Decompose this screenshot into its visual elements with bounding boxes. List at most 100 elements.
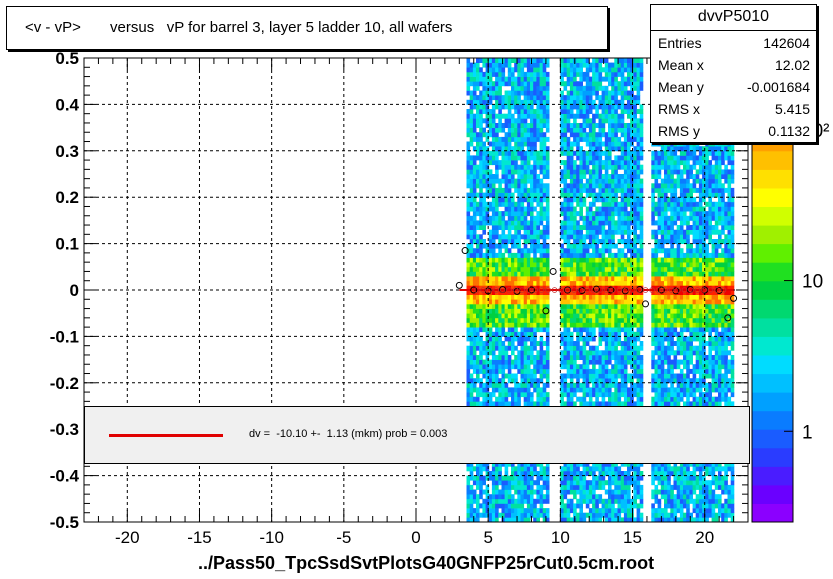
heatmap-cell [530, 368, 534, 374]
heatmap-cell [620, 373, 625, 379]
heatmap-cell [482, 197, 486, 203]
heatmap-cell [588, 392, 593, 398]
heatmap-cell [539, 271, 544, 277]
heatmap-cell [639, 368, 644, 374]
heatmap-cell [573, 225, 577, 230]
heatmap-cell [623, 201, 628, 207]
heatmap-cell [611, 498, 615, 504]
heatmap-cell [604, 480, 609, 486]
heatmap-cell [566, 169, 571, 175]
heatmap-cell [573, 62, 577, 68]
heatmap-cell [604, 201, 609, 207]
heatmap-cell [614, 76, 618, 82]
heatmap-cell [485, 512, 490, 518]
heatmap-cell [617, 373, 622, 379]
heatmap-cell [585, 118, 590, 124]
heatmap-cell [533, 229, 537, 235]
heatmap-cell [560, 211, 564, 217]
heatmap-cell [614, 164, 618, 170]
heatmap-cell [569, 81, 574, 87]
heatmap-cell [617, 359, 622, 365]
heatmap-cell [651, 327, 655, 333]
heatmap-cell [598, 368, 603, 374]
heatmap-cell [601, 508, 606, 514]
heatmap-cell [533, 355, 537, 360]
heatmap-cell [636, 503, 641, 509]
heatmap-cell [479, 336, 483, 342]
heatmap-cell [573, 141, 577, 147]
heatmap-cell [476, 378, 480, 384]
heatmap-cell [542, 276, 547, 282]
heatmap-cell [495, 95, 499, 101]
heatmap-cell [563, 294, 568, 300]
heatmap-cell [601, 90, 606, 96]
heatmap-cell [630, 322, 634, 328]
heatmap-cell [539, 201, 544, 207]
heatmap-cell [601, 127, 606, 133]
heatmap-cell [563, 392, 568, 398]
heatmap-cell [517, 480, 521, 486]
heatmap-cell [526, 373, 531, 379]
heatmap-cell [633, 271, 637, 277]
heatmap-cell [608, 266, 612, 272]
heatmap-cell [472, 382, 477, 388]
heatmap-cell [576, 308, 580, 314]
heatmap-cell [542, 364, 547, 370]
heatmap-cell [488, 183, 493, 189]
heatmap-cell [611, 206, 615, 212]
heatmap-cell [536, 201, 540, 207]
heatmap-cell [530, 294, 534, 300]
heatmap-cell [530, 331, 534, 337]
heatmap-cell [657, 327, 662, 333]
heatmap-cell [504, 461, 509, 467]
heatmap-cell [639, 471, 644, 476]
heatmap-cell [595, 498, 599, 504]
heatmap-cell [498, 280, 502, 286]
heatmap-cell [611, 322, 615, 328]
heatmap-cell [485, 192, 490, 198]
heatmap-cell [530, 90, 534, 96]
heatmap-cell [517, 368, 521, 374]
heatmap-cell [466, 303, 471, 309]
heatmap-cell [520, 136, 525, 142]
heatmap-cell [469, 71, 474, 77]
heatmap-cell [514, 355, 518, 360]
heatmap-cell [472, 248, 477, 254]
heatmap-cell [585, 308, 590, 314]
heatmap-cell [517, 498, 521, 504]
heatmap-cell [563, 494, 568, 500]
heatmap-cell [491, 517, 496, 523]
heatmap-cell [630, 257, 634, 263]
heatmap-cell [469, 220, 474, 226]
heatmap-cell [485, 489, 490, 495]
heatmap-cell [585, 178, 590, 184]
heatmap-cell [636, 280, 641, 286]
heatmap-cell [576, 123, 580, 128]
heatmap-cell [657, 368, 662, 374]
heatmap-cell [573, 234, 577, 240]
heatmap-cell [576, 378, 580, 384]
heatmap-cell [588, 95, 593, 101]
heatmap-cell [563, 336, 568, 342]
heatmap-cell [485, 132, 490, 138]
heatmap-cell [560, 141, 564, 147]
heatmap-cell [491, 303, 496, 309]
heatmap-cell [620, 127, 625, 133]
heatmap-cell [608, 512, 612, 518]
heatmap-cell [511, 169, 515, 175]
heatmap-cell [630, 99, 634, 105]
heatmap-cell [501, 345, 506, 351]
heatmap-cell [630, 183, 634, 189]
heatmap-cell [601, 368, 606, 374]
heatmap-cell [576, 317, 580, 323]
heatmap-cell [491, 308, 496, 314]
heatmap-cell [504, 480, 509, 486]
heatmap-cell [530, 508, 534, 514]
heatmap-cell [491, 113, 496, 119]
heatmap-cell [504, 475, 509, 481]
heatmap-cell [488, 201, 493, 207]
heatmap-cell [511, 252, 515, 258]
heatmap-cell [654, 285, 659, 291]
heatmap-cell [608, 498, 612, 504]
heatmap-cell [485, 81, 490, 87]
